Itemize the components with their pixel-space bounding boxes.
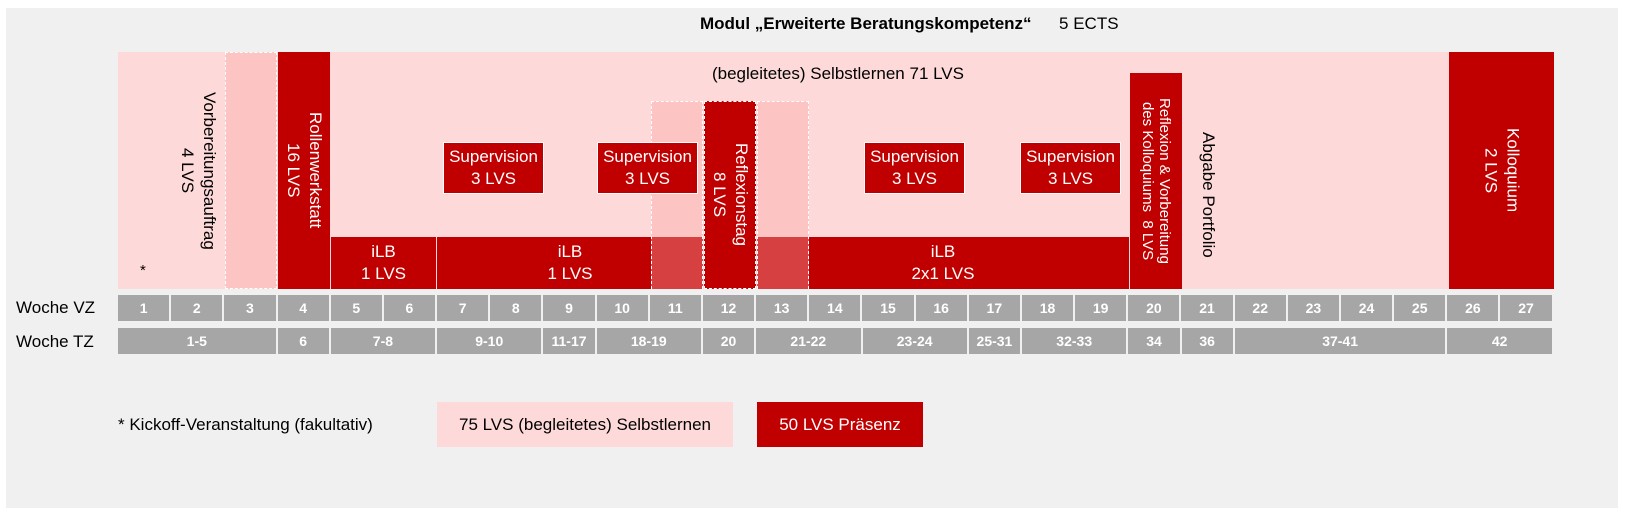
woche-tz-label: Woche TZ	[16, 332, 94, 351]
week-vz-cell: 11	[649, 295, 703, 321]
week-tz-cell: 25-31	[968, 328, 1023, 354]
legend-praesenz: 50 LVS Präsenz	[757, 402, 923, 447]
week-vz-cell: 13	[756, 295, 810, 321]
week-vz-cell: 19	[1075, 295, 1129, 321]
kickoff-marker: *	[140, 262, 146, 279]
ilb-block-3: iLB 2x1 LVS	[757, 237, 1129, 289]
week-vz-cell: 2	[171, 295, 225, 321]
week-tz-cell: 36	[1181, 328, 1235, 354]
week-tz-cell: 6	[277, 328, 331, 354]
week-tz-cell: 32-33	[1022, 328, 1129, 354]
week11-ilb-overlap	[652, 237, 702, 289]
week-vz-cell: 23	[1287, 295, 1341, 321]
week-vz-cell: 12	[702, 295, 757, 321]
week-tz-cell: 23-24	[862, 328, 969, 354]
supervision-box-3: Supervision 3 LVS	[864, 142, 965, 194]
week-vz-cell: 9	[543, 295, 597, 321]
week-tz-cell: 42	[1447, 328, 1554, 354]
kickoff-footnote: * Kickoff-Veranstaltung (fakultativ)	[118, 415, 373, 434]
ilb-block-1: iLB 1 LVS	[331, 237, 436, 289]
week-vz-cell: 5	[330, 295, 384, 321]
supervision-box-4: Supervision 3 LVS	[1020, 142, 1121, 194]
week-vz-cell: 26	[1447, 295, 1501, 321]
week-vz-cell: 8	[490, 295, 544, 321]
week-vz-cell: 7	[437, 295, 491, 321]
woche-tz-row: 1-5 6 7-8 9-10 11-17 18-19 20 21-22 23-24 25-31 32…	[118, 328, 1554, 354]
module-name: Modul „Erweiterte Beratungskompetenz“	[700, 14, 1032, 33]
reflexionstag-block: Reflexionstag 8 LVS	[704, 101, 756, 289]
week-vz-cell: 25	[1394, 295, 1448, 321]
reflexion-vorbereitung-block: Reflexion & Vorbereitung des Kolloquiums…	[1130, 73, 1182, 289]
supervision-box-1: Supervision 3 LVS	[443, 142, 544, 194]
week3-overlay	[225, 52, 277, 289]
week-tz-cell: 11-17	[543, 328, 597, 354]
week-vz-cell: 21	[1181, 295, 1235, 321]
module-title: Modul „Erweiterte Beratungskompetenz“ 5 …	[700, 14, 1119, 34]
week-vz-cell: 3	[224, 295, 278, 321]
abgabe-portfolio-label: Abgabe Portfolio	[1199, 132, 1218, 258]
rollenwerkstatt-block: Rollenwerkstatt 16 LVS	[278, 52, 330, 289]
week-vz-cell: 22	[1234, 295, 1288, 321]
week-vz-cell: 14	[809, 295, 863, 321]
week-vz-cell: 27	[1500, 295, 1554, 321]
woche-vz-row: 1 2 3 4 5 6 7 8 9 10 11 12 13 14 15 16 17 18 19 20 21 22 23 24 2…	[118, 295, 1554, 321]
week-vz-cell: 16	[915, 295, 969, 321]
week-vz-cell: 10	[596, 295, 650, 321]
selbstlernen-label: (begleitetes) Selbstlernen 71 LVS	[711, 64, 964, 83]
woche-vz-label: Woche VZ	[16, 298, 96, 317]
vorbereitung-label: Vorbereitungsauftrag 4 LVS	[178, 91, 219, 250]
week-vz-cell: 17	[968, 295, 1022, 321]
legend-selbstlernen: 75 LVS (begleitetes) Selbstlernen	[437, 402, 733, 447]
week-vz-cell: 15	[862, 295, 916, 321]
week-tz-cell: 9-10	[437, 328, 544, 354]
module-ects: 5 ECTS	[1059, 14, 1119, 33]
week-vz-cell: 20	[1128, 295, 1182, 321]
week-tz-cell: 7-8	[330, 328, 438, 354]
week-tz-cell: 37-41	[1234, 328, 1448, 354]
kolloquium-block: Kolloquium 2 LVS	[1449, 52, 1554, 289]
week-tz-cell: 20	[702, 328, 757, 354]
week-vz-cell: 6	[383, 295, 438, 321]
week13-ilb-overlap	[758, 237, 808, 289]
week-tz-cell: 21-22	[756, 328, 863, 354]
week-tz-cell: 18-19	[596, 328, 703, 354]
week-vz-cell: 18	[1021, 295, 1076, 321]
week-vz-cell: 4	[277, 295, 331, 321]
week-tz-cell: 34	[1128, 328, 1182, 354]
week-vz-cell: 24	[1340, 295, 1395, 321]
supervision-box-2: Supervision 3 LVS	[597, 142, 698, 194]
week-vz-cell: 1	[118, 295, 172, 321]
week-tz-cell: 1-5	[118, 328, 278, 354]
